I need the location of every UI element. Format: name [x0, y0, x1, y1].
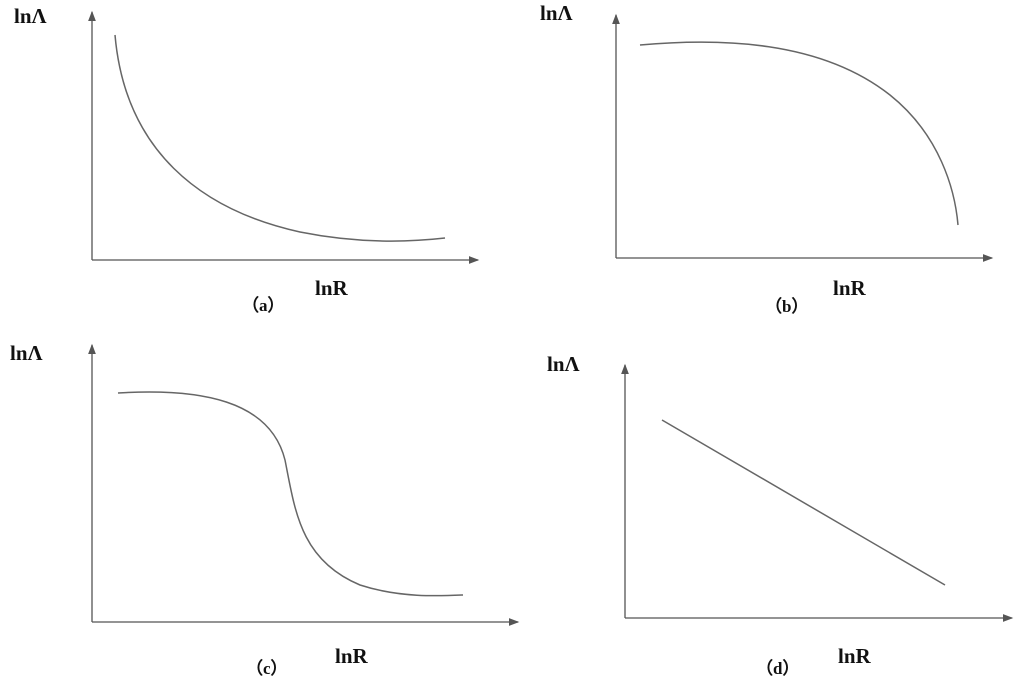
curve	[114, 34, 446, 242]
y-label: lnΛ	[540, 1, 573, 25]
curve	[117, 391, 464, 597]
panel-a: lnΛ lnR （a）	[14, 4, 480, 315]
caption: （d）	[756, 658, 799, 678]
x-label: lnR	[315, 276, 349, 300]
x-label: lnR	[838, 644, 872, 668]
caption: （a）	[242, 295, 285, 315]
y-label: lnΛ	[547, 352, 580, 376]
curve	[639, 41, 959, 226]
x-label: lnR	[833, 276, 867, 300]
x-label: lnR	[335, 644, 369, 668]
curve	[661, 419, 946, 586]
y-label: lnΛ	[10, 341, 43, 365]
caption: （b）	[765, 296, 808, 316]
panel-c: lnΛ lnR （c）	[10, 341, 520, 678]
caption: （c）	[246, 658, 288, 678]
panel-b: lnΛ lnR （b）	[540, 1, 994, 316]
y-label: lnΛ	[14, 4, 47, 28]
panel-d: lnΛ lnR （d）	[547, 352, 1014, 678]
